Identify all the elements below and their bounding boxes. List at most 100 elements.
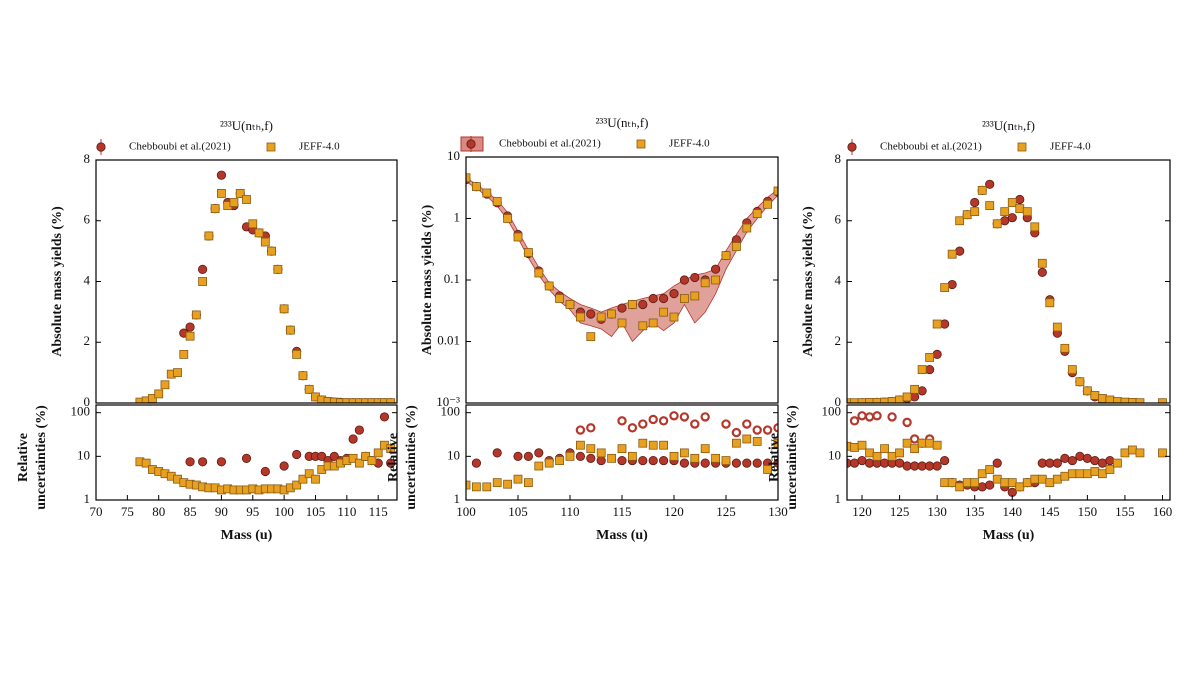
marker-square [711,275,720,285]
marker-circle [586,453,596,463]
marker-circle [575,451,586,461]
legend-label: Chebboubi et al.(2021) [499,138,601,150]
marker-open-circle [700,412,710,422]
marker-square [1015,204,1025,214]
marker-square [1015,482,1025,492]
marker-circle [940,455,950,466]
marker-circle [1105,455,1115,466]
marker-circle [596,455,606,466]
y-tick-label: 10 [828,447,841,462]
y-tick-label: 10 [447,447,460,462]
marker-square [947,478,957,488]
marker-circle [992,458,1002,468]
marker-square [985,201,995,210]
marker-square [1030,474,1040,484]
legend-label: JEFF-4.0 [1050,141,1091,153]
marker-square [1120,448,1130,458]
marker-square [1000,478,1010,488]
marker-square [659,307,668,317]
marker-circle [679,275,690,285]
y-tick-label: 10 [77,447,90,462]
marker-circle [1037,267,1047,277]
marker-square [773,438,778,448]
marker-open-circle [864,412,875,422]
marker-open-circle [887,412,897,422]
y-axis-label: Relative [767,433,782,482]
axes-frame [465,404,779,501]
y-tick-label: 10⁻³ [436,394,460,409]
marker-square [659,440,668,450]
marker-circle [534,448,544,458]
marker-circle [1075,451,1085,461]
marker-square [962,478,972,488]
marker-square [173,368,182,378]
marker-circle [925,364,935,375]
marker-square [555,294,564,303]
plot-area [135,170,396,403]
marker-open-circle [721,419,731,429]
marker-square [466,480,471,490]
marker-square [850,443,859,452]
marker-square [638,321,648,331]
marker-circle [638,299,648,310]
marker-square [690,453,700,463]
marker-circle [710,264,721,274]
marker-square [1097,469,1107,479]
marker-square [917,438,927,448]
marker-circle [977,482,987,492]
marker-square [248,219,258,229]
marker-square [242,195,251,204]
marker-square [1135,448,1145,458]
marker-square [947,249,957,259]
marker-square [1097,394,1107,403]
x-tick-label: 130 [927,504,947,519]
marker-square [902,438,912,448]
marker-circle [648,293,658,304]
marker-circle [617,455,627,466]
marker-square [565,451,575,461]
marker-square [1113,458,1122,468]
marker-circle [847,142,857,152]
marker-square [925,353,935,362]
marker-square [503,479,513,489]
marker-square [721,456,731,465]
marker-square [880,444,889,454]
marker-square [1128,445,1137,455]
y-tick-label: 4 [835,272,842,287]
marker-circle [329,451,339,461]
marker-square [298,371,308,381]
x-tick-label: 125 [890,504,910,519]
y-tick-label: 6 [84,212,91,227]
axes-frame [95,404,398,501]
marker-open-circle [575,425,586,435]
x-tick-label: 105 [306,504,326,519]
x-tick-label: 100 [274,504,294,519]
marker-circle [742,458,752,468]
marker-square [198,277,208,286]
marker-square [1022,478,1032,488]
marker-square [977,469,987,479]
marker-square [732,242,741,251]
marker-circle [198,264,208,274]
marker-open-circle [909,434,920,444]
x-tick-label: 115 [369,504,388,519]
marker-square [154,389,164,399]
marker-circle [932,461,942,471]
marker-square [586,444,596,454]
marker-square [992,474,1002,484]
y-tick-label: 100 [822,404,842,419]
marker-circle [492,448,502,458]
marker-square [628,300,637,309]
x-tick-label: 105 [508,504,528,519]
marker-square [773,186,778,196]
marker-circle [379,412,390,422]
x-tick-label: 115 [612,504,631,519]
x-tick-label: 125 [716,504,736,519]
marker-open-circle [690,419,700,429]
marker-square [732,438,741,448]
y-tick-label: 1 [835,491,842,506]
marker-square [524,478,533,488]
marker-square [179,349,189,359]
marker-square [191,310,201,320]
marker-open-circle [669,411,679,421]
